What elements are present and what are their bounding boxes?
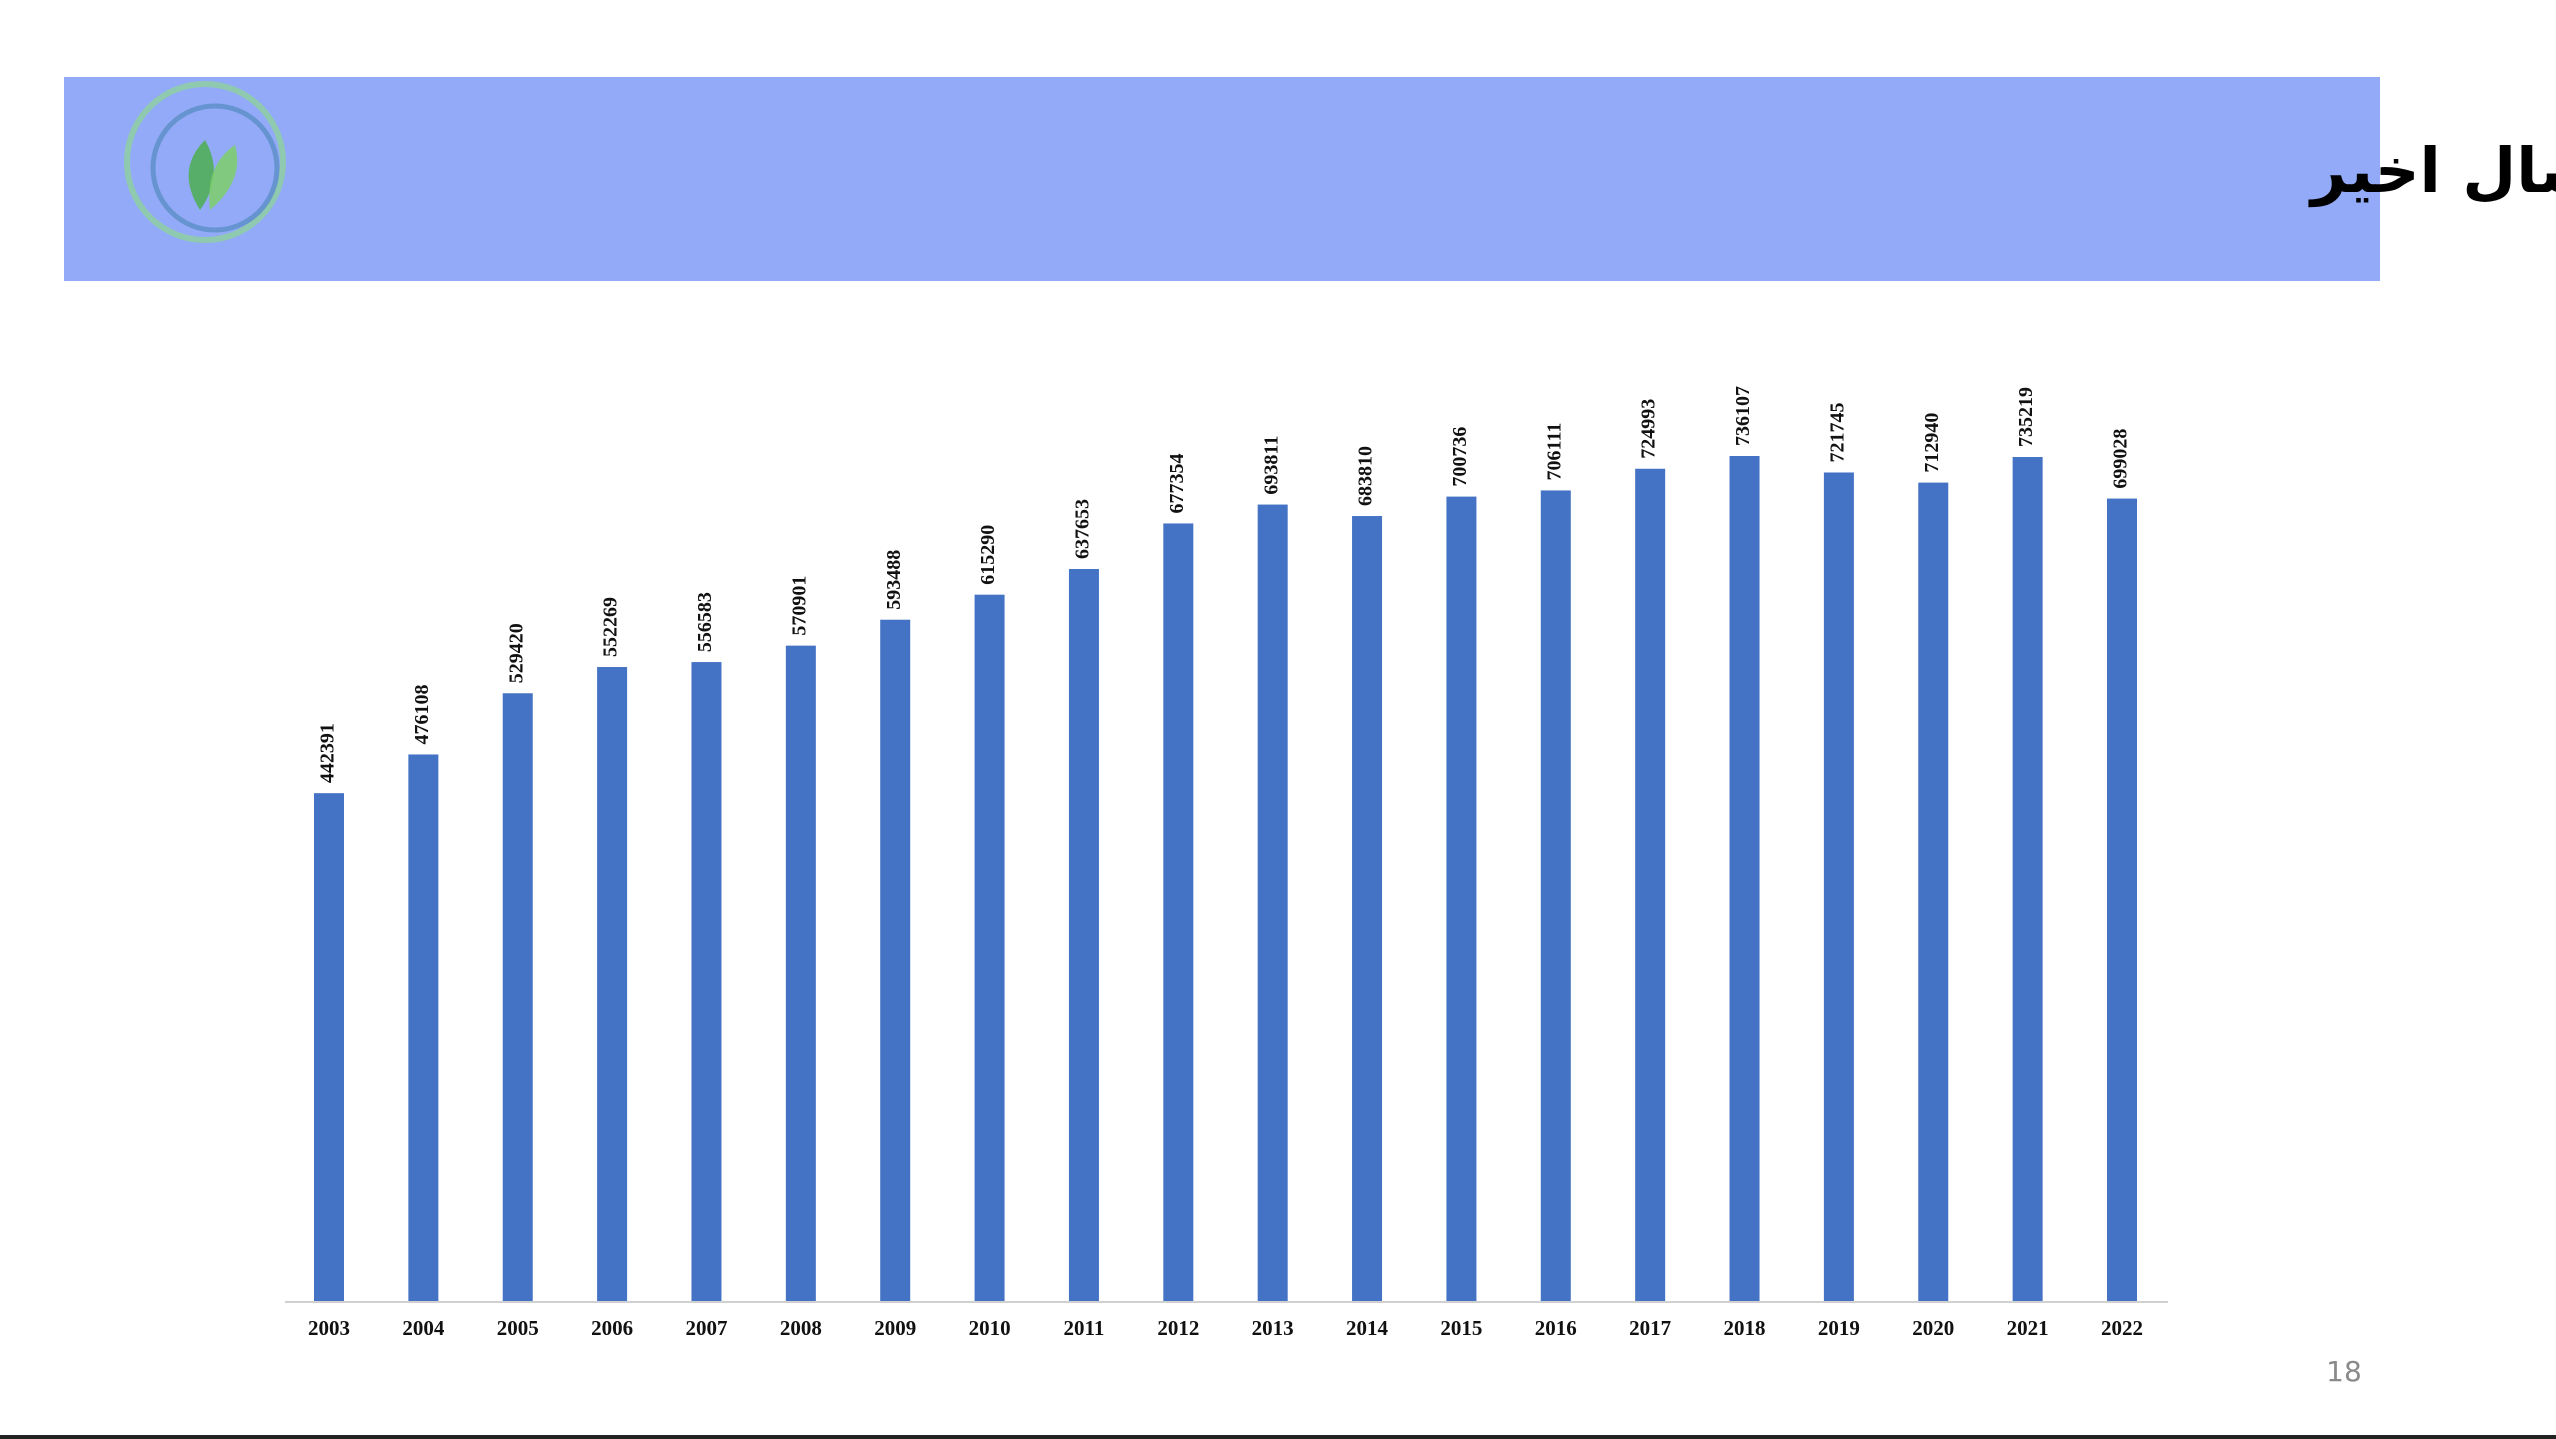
x-tick-label: 2017	[1629, 1316, 1671, 1340]
value-label: 735219	[2015, 387, 2037, 447]
x-tick-label: 2007	[685, 1316, 727, 1340]
x-tick-label: 2019	[1818, 1316, 1860, 1340]
x-tick-label: 2011	[1064, 1316, 1105, 1340]
x-tick-label: 2013	[1252, 1316, 1294, 1340]
bar	[1352, 516, 1383, 1301]
bar	[1446, 496, 1477, 1301]
bar	[2012, 457, 2043, 1301]
value-label: 693811	[1260, 436, 1282, 495]
bottom-edge	[0, 1435, 2556, 1439]
title-band	[64, 77, 2380, 281]
x-tick-label: 2003	[308, 1316, 350, 1340]
value-label: 529420	[505, 623, 527, 683]
value-label: 476108	[411, 684, 433, 744]
value-label: 615290	[977, 525, 999, 585]
logo	[124, 81, 286, 243]
value-label: 677354	[1166, 453, 1188, 513]
value-label: 552269	[600, 597, 622, 657]
bar	[1163, 523, 1194, 1301]
x-tick-label: 2009	[874, 1316, 916, 1340]
x-tick-label: 2012	[1157, 1316, 1199, 1340]
bar	[1068, 569, 1099, 1301]
bar	[1257, 504, 1288, 1302]
value-label: 556583	[694, 592, 716, 652]
bar	[691, 662, 722, 1301]
x-tick-label: 2022	[2101, 1316, 2143, 1340]
bar	[502, 693, 533, 1301]
x-tick-label: 2006	[591, 1316, 633, 1340]
value-label: 683810	[1355, 446, 1377, 506]
value-label: 570901	[788, 576, 810, 636]
value-label: 712940	[1921, 413, 1943, 473]
bar	[1918, 482, 1949, 1301]
value-label: 700736	[1449, 427, 1471, 487]
x-tick-label: 2020	[1912, 1316, 1954, 1340]
bar	[785, 645, 816, 1301]
x-tick-label: 2016	[1535, 1316, 1577, 1340]
value-label: 724993	[1638, 399, 1660, 459]
x-tick-label: 2005	[497, 1316, 539, 1340]
bar	[880, 619, 911, 1301]
value-label: 736107	[1732, 386, 1754, 446]
bar	[597, 667, 628, 1301]
value-label: 699028	[2110, 429, 2132, 489]
value-label: 706111	[1543, 423, 1565, 481]
bar	[2107, 498, 2137, 1302]
x-tick-label: 2018	[1724, 1316, 1766, 1340]
bar	[1823, 472, 1854, 1301]
x-tick-label: 2021	[2007, 1316, 2049, 1340]
x-tick-label: 2004	[402, 1316, 445, 1340]
x-tick-label: 2008	[780, 1316, 822, 1340]
value-label: 442391	[317, 723, 339, 783]
x-tick-label: 2015	[1440, 1316, 1482, 1340]
x-tick-label: 2010	[969, 1316, 1011, 1340]
chart-title: تعداد مقالات ایالات متحده در پایگاه اسکو…	[2308, 134, 2556, 207]
bar	[408, 754, 439, 1301]
bar	[974, 594, 1005, 1301]
bar	[1540, 490, 1571, 1301]
x-tick-label: 2014	[1346, 1316, 1389, 1340]
value-label: 593488	[883, 550, 905, 610]
value-label: 721745	[1826, 402, 1848, 462]
bar	[314, 793, 344, 1301]
bar	[1729, 456, 1760, 1301]
value-label: 637653	[1072, 499, 1094, 559]
page-number: 18	[2326, 1355, 2362, 1388]
bar	[1635, 468, 1666, 1301]
